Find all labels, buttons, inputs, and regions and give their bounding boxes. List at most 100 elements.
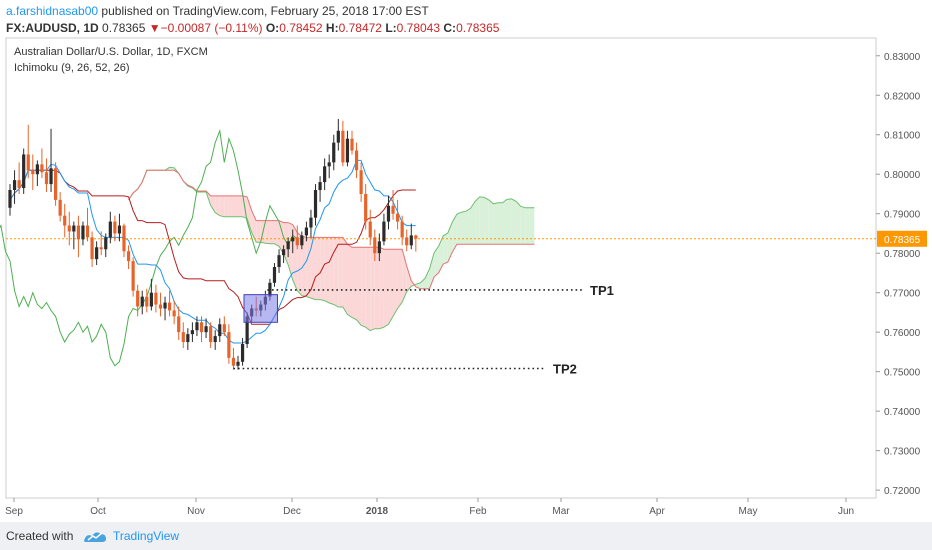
candle-body [386, 205, 391, 222]
time-axis[interactable]: Sep Oct Nov Dec 2018 Feb Mar Apr May Jun [5, 498, 854, 517]
candle-body [354, 150, 359, 171]
candle-body [95, 247, 99, 260]
candle [341, 120, 345, 167]
candle-body [286, 241, 290, 250]
candle-body [67, 225, 71, 232]
candle [386, 195, 391, 230]
published-text: published on TradingView.com, February 2… [101, 4, 429, 18]
high-label: H: [325, 21, 339, 35]
candle-body [313, 190, 318, 218]
candle [240, 338, 245, 366]
candle [67, 211, 71, 246]
candle-body [154, 292, 158, 305]
cloud-segment [488, 199, 494, 245]
author-link[interactable]: a.farshidnasab00 [6, 4, 99, 18]
candle-body [186, 334, 190, 343]
cloud-segment [219, 195, 225, 217]
candle-body [209, 326, 213, 343]
candle-body [131, 261, 135, 291]
candle [318, 176, 322, 202]
cloud-segment [466, 208, 471, 245]
cloud-segment [342, 237, 348, 315]
footer-bar: Created with TradingView [0, 522, 932, 550]
candle-body [400, 221, 404, 238]
target-label: TP2 [553, 361, 577, 376]
candle [72, 221, 76, 250]
price-chart[interactable]: TP1 TP2 Australian Dollar/U.S. Dollar, 1D… [0, 0, 932, 522]
close-label: C: [443, 21, 457, 35]
candle [168, 290, 172, 317]
candle [204, 318, 208, 339]
candle [163, 296, 167, 321]
cloud-segment [406, 266, 412, 292]
y-tick-label: 0.78000 [884, 249, 921, 260]
chart-header: a.farshidnasab00 published on TradingVie… [6, 3, 926, 37]
highlight-box[interactable] [243, 294, 278, 323]
candle-body [172, 310, 176, 317]
candle [377, 233, 381, 262]
candle [186, 328, 190, 350]
cloud-segment [274, 220, 280, 247]
candle [190, 322, 194, 343]
candle [154, 284, 158, 313]
candle-body [391, 205, 395, 214]
tradingview-link[interactable]: TradingView [113, 529, 180, 543]
y-tick-label: 0.76000 [884, 328, 921, 339]
y-tick-label: 0.75000 [884, 368, 921, 379]
y-tick-label: 0.83000 [884, 52, 921, 63]
candle [49, 128, 53, 192]
cloud-segment [238, 195, 243, 217]
candle-body [318, 182, 322, 191]
senkou-span-a-line [128, 166, 535, 332]
created-with-label: Created with [6, 529, 74, 543]
candle [304, 221, 308, 242]
candle-body [309, 217, 313, 228]
candle-body [240, 344, 245, 362]
candle [227, 324, 231, 364]
cloud-segment [247, 196, 252, 233]
candle [396, 199, 400, 230]
open-value: 0.78452 [279, 21, 323, 35]
close-value: 0.78365 [456, 21, 500, 35]
high-value: 0.78472 [338, 21, 382, 35]
candle-body [359, 170, 363, 194]
candle-body [145, 296, 149, 307]
candle-body [22, 154, 26, 189]
candle-body [63, 215, 67, 226]
candle-body [282, 249, 286, 256]
kijun-sen-line [9, 169, 416, 325]
candle [113, 215, 117, 242]
candle [313, 184, 318, 226]
candle-body [213, 336, 217, 343]
candle-body [8, 190, 12, 208]
candle-body [190, 330, 194, 335]
candle [122, 223, 126, 258]
candle [231, 347, 236, 370]
cloud-segment [306, 237, 311, 299]
low-label: L: [385, 21, 397, 35]
candle-body [272, 267, 277, 283]
candle [286, 237, 290, 258]
price-axis[interactable]: 0.83000 0.82000 0.81000 0.80000 0.79000 0.780… [876, 52, 927, 497]
cloud-segment [256, 220, 261, 243]
candle [409, 223, 413, 250]
x-tick-label: 2018 [366, 506, 389, 517]
candle [117, 213, 122, 242]
change-value: −0.00087 (−0.11%) [160, 21, 263, 35]
candle [350, 130, 354, 155]
cloud-segment [484, 197, 489, 245]
candle [140, 290, 144, 315]
cloud-segment [224, 195, 229, 217]
candle-body [368, 221, 372, 238]
cloud-segment [329, 237, 334, 305]
cloud-segment [397, 249, 403, 309]
candle-body [414, 235, 418, 239]
candle-body [341, 130, 345, 163]
candle-body [17, 180, 21, 189]
candle-body [377, 241, 381, 254]
candle-body [236, 361, 240, 366]
candle [345, 130, 350, 167]
cloud-segment [393, 249, 398, 317]
candle-body [409, 235, 413, 246]
cloud-segment [361, 247, 366, 328]
